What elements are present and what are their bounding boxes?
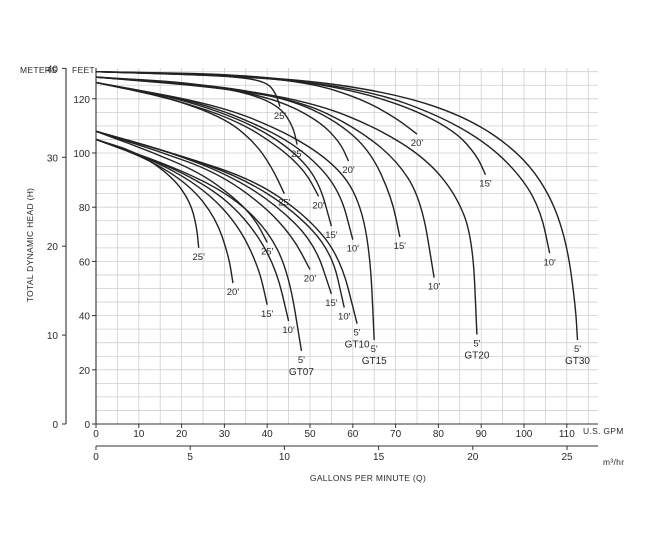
- model-label: GT30: [565, 356, 590, 367]
- x-tick-label-m3hr: 0: [93, 452, 99, 463]
- x-tick-label-gpm: 60: [347, 429, 359, 440]
- curve-label: 25': [193, 252, 206, 263]
- axis-ticks: [62, 67, 568, 450]
- curve-label: 15': [261, 309, 274, 320]
- y-tick-label-feet: 40: [79, 312, 91, 323]
- curve-label: 5': [574, 344, 581, 355]
- curve-labels: 25'20'15'10'5'25'20'15'10'5'25' 20'15'10'…: [193, 111, 582, 366]
- x-tick-label-gpm: 100: [516, 429, 533, 440]
- y-tick-label-meters: 30: [47, 153, 59, 164]
- curve-label: 20': [411, 138, 424, 149]
- curve-label: 20': [227, 287, 240, 298]
- curve-gt15: [95, 81, 320, 197]
- model-label: GT07: [289, 367, 314, 378]
- m3hr-unit-label: m³/hr: [603, 457, 624, 467]
- curve-label: 5': [371, 344, 378, 355]
- curve-gt20: [95, 76, 478, 335]
- curve-gt20: [95, 76, 401, 238]
- x-tick-label-gpm: 50: [304, 429, 316, 440]
- x-tick-label-m3hr: 15: [373, 452, 385, 463]
- model-label: GT10: [345, 340, 370, 351]
- y-tick-label-feet: 20: [79, 366, 91, 377]
- y-tick-label-meters: 10: [47, 331, 59, 342]
- y-tick-label-feet: 0: [84, 420, 90, 431]
- x-axis-title: GALLONS PER MINUTE (Q): [310, 473, 426, 483]
- x-tick-label-m3hr: 25: [561, 452, 573, 463]
- curve-label: 15': [325, 230, 338, 241]
- y-axis-title: TOTAL DYNAMIC HEAD (H): [25, 188, 35, 303]
- x-tick-label-gpm: 90: [476, 429, 488, 440]
- model-label: GT20: [464, 351, 489, 362]
- curve-label: 5': [298, 355, 305, 366]
- x-tick-label-m3hr: 5: [187, 452, 193, 463]
- curve-label: 20': [304, 274, 317, 285]
- y-tick-label-meters: 40: [47, 64, 59, 75]
- x-tick-label-gpm: 80: [433, 429, 445, 440]
- curve-label: 10': [543, 257, 556, 268]
- x-tick-label-gpm: 0: [93, 429, 99, 440]
- gpm-unit-label: U.S. GPM: [583, 426, 624, 436]
- curve-gt10: [95, 130, 311, 270]
- curve-gt10: [95, 130, 358, 324]
- x-tick-label-gpm: 20: [176, 429, 188, 440]
- curve-label: 10': [428, 282, 441, 293]
- y-tick-label-feet: 60: [79, 257, 91, 268]
- feet-unit-label: FEET: [72, 65, 95, 75]
- performance-curves: [95, 71, 579, 351]
- x-tick-label-m3hr: 10: [279, 452, 291, 463]
- curve-label: 20': [312, 200, 325, 211]
- x-tick-label-gpm: 30: [219, 429, 231, 440]
- curve-gt07: [95, 138, 200, 248]
- x-tick-label-gpm: 70: [390, 429, 402, 440]
- model-label: GT15: [362, 356, 387, 367]
- curve-label: 5': [473, 339, 480, 350]
- x-tick-label-m3hr: 20: [467, 452, 479, 463]
- x-tick-label-gpm: 110: [559, 429, 575, 440]
- model-labels: GT07 GT10 GT15 GT20 GT30: [289, 340, 591, 378]
- curve-label: 10': [347, 244, 360, 255]
- y-tick-label-feet: 100: [73, 149, 90, 160]
- curve-gt30: [95, 71, 579, 341]
- curve-label: 10': [282, 325, 295, 336]
- curve-label: 25': [261, 246, 274, 257]
- y-tick-label-feet: 80: [79, 203, 91, 214]
- curve-label: 15': [479, 179, 492, 190]
- curve-gt15: [95, 81, 375, 341]
- y-tick-label-feet: 120: [73, 95, 90, 106]
- curve-label: 15': [325, 298, 338, 309]
- curve-label: 25': [291, 149, 304, 160]
- curve-gt30: [95, 71, 487, 175]
- curve-label: 25': [278, 198, 291, 209]
- y-tick-label-meters: 0: [52, 420, 58, 431]
- meters-unit-label: METERS: [20, 65, 57, 75]
- curve-label: 10': [338, 311, 351, 322]
- x-tick-label-gpm: 10: [133, 429, 145, 440]
- x-tick-label-gpm: 40: [262, 429, 274, 440]
- y-tick-label-meters: 20: [47, 242, 59, 253]
- curve-label: 5': [354, 328, 361, 339]
- curve-label: 20': [342, 165, 355, 176]
- curve-label: 15': [394, 241, 407, 252]
- curve-label: 25': [274, 111, 287, 122]
- curve-gt10: [95, 130, 268, 243]
